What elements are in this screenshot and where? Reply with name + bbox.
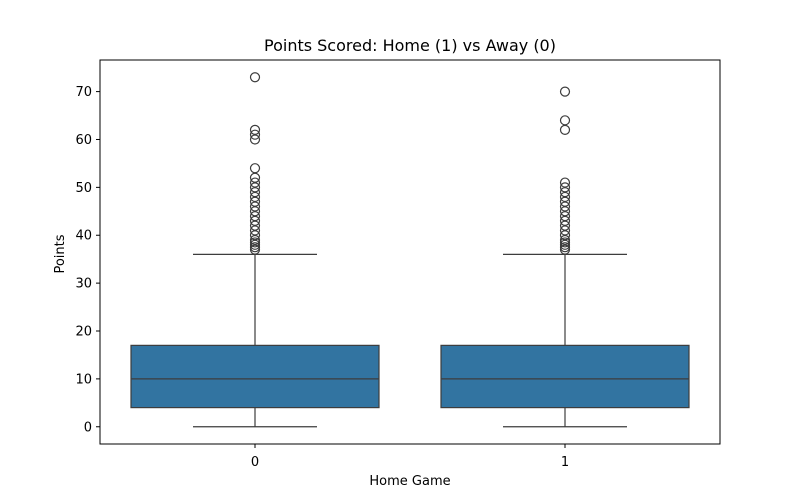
outlier-point bbox=[249, 129, 261, 140]
y-tick-label: 70 bbox=[75, 85, 92, 100]
outlier-point bbox=[559, 124, 571, 136]
x-tick-label: 0 bbox=[251, 455, 259, 470]
outlier-point bbox=[559, 86, 571, 97]
plot-frame bbox=[99, 59, 721, 445]
y-tick-label: 40 bbox=[75, 229, 92, 244]
outlier-point bbox=[249, 72, 261, 83]
box-group-1 bbox=[440, 86, 690, 428]
iqr-box bbox=[440, 344, 690, 409]
y-tick-label: 20 bbox=[75, 325, 92, 340]
outlier-point bbox=[249, 124, 261, 136]
y-axis-label: Points bbox=[53, 234, 68, 273]
outlier-point bbox=[559, 177, 571, 188]
outlier-point bbox=[559, 115, 571, 126]
x-tick-label: 1 bbox=[561, 455, 569, 470]
x-axis-label: Home Game bbox=[369, 474, 450, 489]
outlier-point bbox=[249, 177, 261, 188]
outlier-point bbox=[249, 163, 261, 174]
outlier-point bbox=[559, 182, 571, 193]
plot-area: 0 10 20 30 40 50 60 70 0 1 bbox=[75, 59, 721, 470]
chart-title: Points Scored: Home (1) vs Away (0) bbox=[264, 36, 556, 55]
iqr-box bbox=[130, 344, 380, 409]
box-group-0 bbox=[130, 72, 380, 428]
y-tick-label: 10 bbox=[75, 372, 92, 387]
y-tick-label: 60 bbox=[75, 133, 92, 148]
y-tick-label: 30 bbox=[75, 277, 92, 292]
y-tick-label: 50 bbox=[75, 181, 92, 196]
y-tick-label: 0 bbox=[84, 420, 92, 435]
